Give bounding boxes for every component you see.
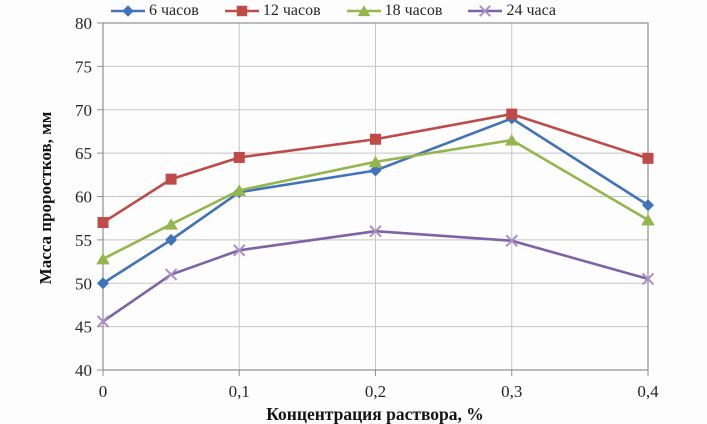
legend-label: 24 часа: [506, 2, 556, 19]
x-axis-title: Концентрация раствора, %: [266, 404, 484, 424]
svg-text:60: 60: [75, 188, 92, 207]
y-axis-title: Масса проростков, мм: [36, 111, 55, 285]
svg-text:55: 55: [75, 231, 92, 250]
svg-text:0,3: 0,3: [501, 382, 522, 401]
legend-item-18-hours: 18 часов: [346, 2, 443, 19]
legend-item-12-hours: 12 часов: [224, 3, 321, 19]
chart-legend: 6 часов 12 часов 18 часов 24 часа: [110, 3, 556, 19]
svg-text:45: 45: [75, 318, 92, 337]
square-marker-icon: [224, 3, 260, 19]
triangle-marker-icon: [346, 3, 382, 19]
svg-text:0,2: 0,2: [365, 382, 386, 401]
diamond-marker-icon: [110, 3, 146, 19]
svg-text:0: 0: [99, 382, 108, 401]
legend-item-6-hours: 6 часов: [110, 3, 199, 19]
legend-label: 18 часов: [384, 2, 443, 19]
svg-text:70: 70: [75, 101, 92, 120]
x-marker-icon: [467, 3, 503, 19]
svg-text:65: 65: [75, 144, 92, 163]
svg-text:0,1: 0,1: [229, 382, 250, 401]
svg-text:50: 50: [75, 274, 92, 293]
legend-label: 6 часов: [149, 2, 199, 19]
legend-label: 12 часов: [262, 2, 321, 19]
svg-text:80: 80: [75, 14, 92, 33]
svg-text:75: 75: [75, 57, 92, 76]
svg-text:0,4: 0,4: [637, 382, 659, 401]
svg-text:40: 40: [75, 361, 92, 380]
legend-item-24-hours: 24 часа: [467, 3, 556, 19]
